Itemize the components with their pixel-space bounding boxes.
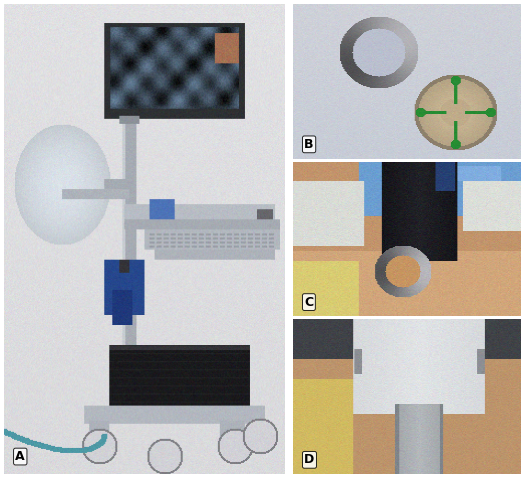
Text: A: A xyxy=(15,450,25,463)
Text: D: D xyxy=(304,453,314,467)
Text: B: B xyxy=(304,138,314,151)
Text: C: C xyxy=(304,295,313,309)
